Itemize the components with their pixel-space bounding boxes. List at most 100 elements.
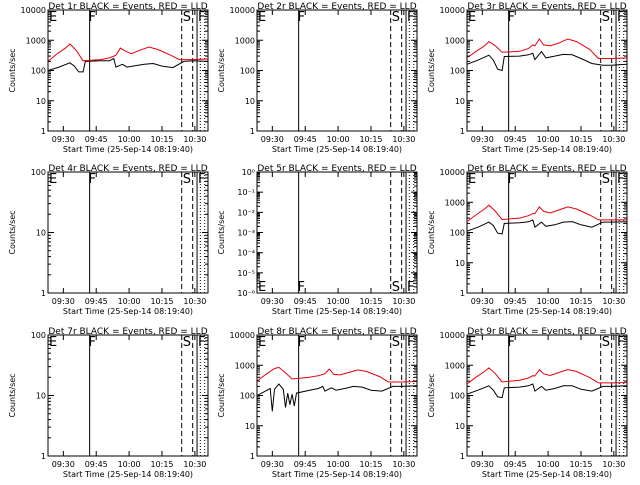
- y-tick-label: 1000: [26, 36, 46, 45]
- y-tick-label: 10⁻⁶: [237, 289, 255, 298]
- series-events: [467, 50, 627, 72]
- y-tick-label: 10: [36, 97, 46, 106]
- x-tick-label: 09:30: [52, 135, 75, 144]
- series-lld: [257, 366, 417, 383]
- marker-label: E: [258, 10, 266, 25]
- x-tick-label: 10:30: [183, 297, 206, 306]
- x-axis-label: Start Time (25-Sep-14 08:19:40): [63, 470, 193, 479]
- y-tick-label: 1000: [445, 361, 465, 370]
- marker-label: F: [617, 172, 624, 187]
- y-axis-label: Counts/sec: [8, 373, 17, 417]
- marker-label: S: [602, 335, 610, 350]
- series-events: [257, 383, 417, 412]
- x-axis-label: Start Time (25-Sep-14 08:19:40): [482, 307, 612, 316]
- y-tick-label: 1: [41, 452, 46, 461]
- x-tick-label: 10:00: [327, 297, 350, 306]
- x-tick-label: 10:30: [392, 135, 415, 144]
- y-tick-label: 10000: [230, 331, 255, 340]
- series-lld: [467, 204, 627, 223]
- plot-frame: [256, 334, 418, 457]
- y-tick-label: 10: [36, 229, 46, 238]
- x-tick-label: 10:30: [392, 460, 415, 469]
- y-tick-label: 10⁻⁵: [237, 269, 255, 278]
- x-tick-label: 10:15: [569, 297, 592, 306]
- marker-label: F: [507, 335, 514, 350]
- y-axis-label: Counts/sec: [217, 373, 226, 417]
- marker-label: F: [198, 172, 205, 187]
- series-lld: [467, 38, 627, 59]
- x-tick-label: 10:00: [118, 460, 141, 469]
- marker-label: F: [407, 280, 414, 295]
- marker-label: F: [617, 10, 624, 25]
- x-tick-label: 09:45: [294, 460, 317, 469]
- marker-label: F: [407, 10, 414, 25]
- x-tick-label: 09:45: [294, 135, 317, 144]
- x-tick-label: 09:30: [261, 297, 284, 306]
- x-tick-label: 09:30: [471, 460, 494, 469]
- x-tick-label: 10:00: [537, 460, 560, 469]
- x-tick-label: 10:15: [150, 297, 173, 306]
- plot-frame: [256, 9, 418, 132]
- y-tick-label: 100: [31, 67, 46, 76]
- series-lld: [48, 43, 208, 62]
- x-tick-label: 09:30: [52, 297, 75, 306]
- x-tick-label: 09:45: [504, 297, 527, 306]
- panel-title: Det 2r BLACK = Events, RED = LLD: [257, 2, 416, 12]
- x-axis-label: Start Time (25-Sep-14 08:19:40): [272, 145, 402, 154]
- marker-label: F: [297, 280, 304, 295]
- x-tick-label: 10:30: [602, 460, 625, 469]
- x-axis-label: Start Time (25-Sep-14 08:19:40): [63, 307, 193, 316]
- panel-title: Det 6r BLACK = Events, RED = LLD: [467, 164, 626, 174]
- y-tick-label: 100: [31, 168, 46, 177]
- x-axis-label: Start Time (25-Sep-14 08:19:40): [63, 145, 193, 154]
- x-tick-label: 09:30: [471, 135, 494, 144]
- x-tick-label: 10:00: [327, 460, 350, 469]
- marker-label: F: [198, 335, 205, 350]
- y-tick-label: 1: [250, 127, 255, 136]
- y-tick-label: 1000: [235, 361, 255, 370]
- y-axis-label: Counts/sec: [8, 210, 17, 254]
- marker-label: E: [468, 335, 476, 350]
- y-tick-label: 10⁻²: [237, 208, 255, 217]
- x-tick-label: 10:30: [183, 460, 206, 469]
- marker-label: F: [507, 172, 514, 187]
- panel-title: Det 5r BLACK = Events, RED = LLD: [257, 164, 416, 174]
- y-tick-label: 1: [460, 452, 465, 461]
- x-tick-label: 09:45: [504, 460, 527, 469]
- y-tick-label: 1000: [445, 198, 465, 207]
- y-tick-label: 100: [240, 392, 255, 401]
- series-events: [467, 219, 627, 235]
- plot-frame: [466, 9, 628, 132]
- y-tick-label: 100: [450, 229, 465, 238]
- y-tick-label: 1: [41, 289, 46, 298]
- marker-label: S: [183, 172, 191, 187]
- marker-label: E: [258, 280, 266, 295]
- x-tick-label: 10:15: [359, 460, 382, 469]
- x-tick-label: 10:15: [569, 135, 592, 144]
- y-tick-label: 10000: [230, 6, 255, 15]
- x-tick-label: 10:15: [150, 460, 173, 469]
- panel-title: Det 8r BLACK = Events, RED = LLD: [257, 327, 416, 337]
- marker-label: E: [49, 335, 57, 350]
- y-tick-label: 10000: [440, 331, 465, 340]
- x-tick-label: 09:45: [504, 135, 527, 144]
- x-tick-label: 10:00: [118, 297, 141, 306]
- marker-label: S: [392, 335, 400, 350]
- x-tick-label: 09:30: [261, 460, 284, 469]
- x-axis-label: Start Time (25-Sep-14 08:19:40): [272, 470, 402, 479]
- y-tick-label: 10⁰: [242, 168, 255, 177]
- y-axis-label: Counts/sec: [427, 373, 436, 417]
- panel-title: Det 3r BLACK = Events, RED = LLD: [467, 2, 626, 12]
- x-tick-label: 09:30: [52, 460, 75, 469]
- marker-label: S: [392, 280, 400, 295]
- series-events: [48, 57, 208, 73]
- x-tick-label: 09:30: [261, 135, 284, 144]
- marker-label: S: [183, 10, 191, 25]
- x-axis-label: Start Time (25-Sep-14 08:19:40): [482, 470, 612, 479]
- x-tick-label: 09:45: [85, 135, 108, 144]
